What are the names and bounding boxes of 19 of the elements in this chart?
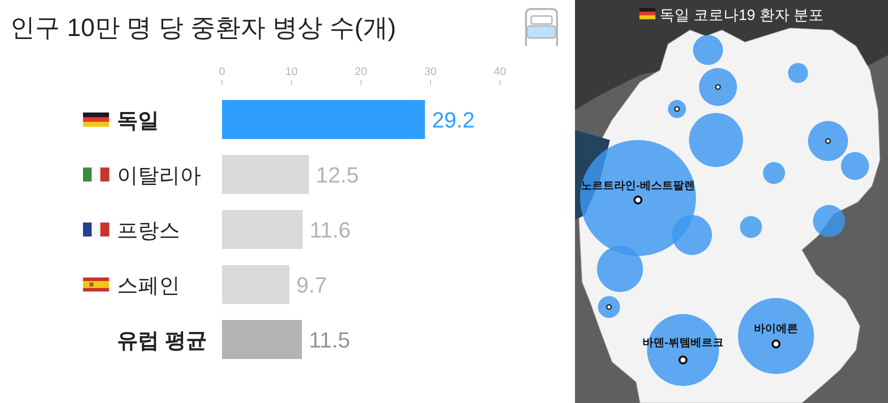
category-label: 프랑스 bbox=[117, 220, 180, 242]
category-label: 독일 bbox=[117, 110, 159, 132]
x-tick-label: 30 bbox=[424, 66, 437, 78]
title: 인구 10만 명 당 중환자 병상 수(개) bbox=[10, 14, 396, 42]
data-label: 9.7 bbox=[296, 272, 327, 298]
category-label: 유럽 평균 bbox=[117, 330, 207, 352]
x-tick-label: 10 bbox=[285, 66, 298, 78]
annotation: 노르트라인-베스트팔렌 bbox=[581, 180, 695, 192]
x-tick-label: 0 bbox=[218, 66, 226, 78]
annotation: 바이에른 bbox=[754, 323, 798, 335]
category-label: 이탈리아 bbox=[117, 164, 201, 188]
data-label: 11.5 bbox=[308, 328, 350, 352]
data-label: 29.2 bbox=[432, 108, 475, 132]
title: 독일 코로나19 환자 분포 bbox=[659, 7, 824, 24]
data-label: 11.6 bbox=[310, 218, 351, 242]
x-tick-label: 20 bbox=[354, 66, 368, 78]
category-label: 스페인 bbox=[117, 274, 180, 298]
data-label: 12.5 bbox=[316, 162, 359, 188]
x-tick-label: 40 bbox=[494, 66, 506, 78]
